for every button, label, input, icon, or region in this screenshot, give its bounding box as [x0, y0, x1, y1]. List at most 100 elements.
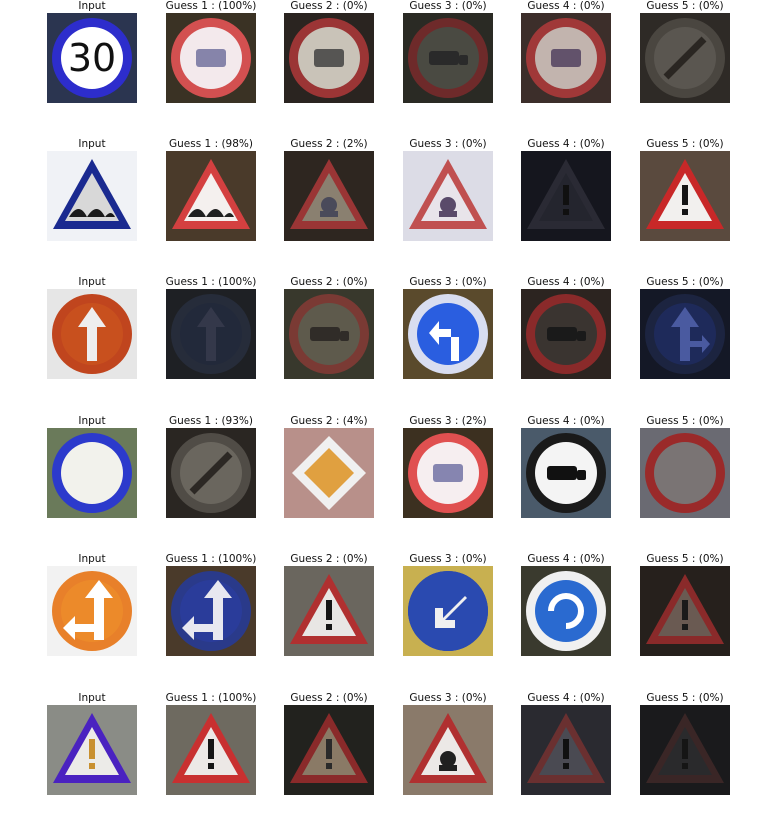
sign-image	[521, 705, 611, 795]
bumpy-road-sign-icon	[166, 151, 256, 241]
sign-image	[166, 566, 256, 656]
speed-limit-sign-icon	[403, 428, 493, 518]
cell-title: Guess 1 : (93%)	[169, 415, 253, 427]
sign-image	[640, 151, 730, 241]
vehicle-cab	[577, 331, 586, 341]
arrow-left-glyph	[63, 616, 94, 640]
turn-left-ahead-sign-icon	[403, 289, 493, 379]
general-caution-sign-icon	[640, 566, 730, 656]
bumps-glyph	[188, 209, 234, 217]
sign-image	[166, 13, 256, 103]
exclamation-dot	[682, 763, 688, 769]
arrow-right-glyph	[690, 335, 710, 353]
speed-limit-sign-icon	[521, 13, 611, 103]
speed-limit-sign-icon	[284, 13, 374, 103]
pictogram-glyph	[440, 197, 456, 213]
cell-title: Input	[78, 276, 106, 288]
sign-image	[521, 428, 611, 518]
sign-image	[640, 289, 730, 379]
exclamation-dot	[563, 763, 569, 769]
vehicle-glyph	[547, 327, 577, 341]
cell-title: Guess 3 : (0%)	[409, 276, 487, 288]
general-caution-sign-icon	[284, 705, 374, 795]
cell-title: Input	[78, 138, 106, 150]
no-overtaking-sign-icon	[284, 289, 374, 379]
sign-image	[47, 705, 137, 795]
sign-image	[47, 289, 137, 379]
exclamation-bar	[682, 739, 688, 759]
pedestrians-sign-icon	[403, 705, 493, 795]
pictogram-base	[320, 211, 338, 217]
keep-left-sign-icon	[403, 566, 493, 656]
arrow-up-glyph	[197, 307, 225, 361]
cell-title: Guess 3 : (0%)	[409, 0, 487, 12]
exclamation-bar	[326, 600, 332, 620]
cell-title: Guess 1 : (100%)	[165, 553, 257, 565]
sign-image	[166, 705, 256, 795]
sign-image	[521, 151, 611, 241]
exclamation-bar	[682, 600, 688, 620]
sign-image	[284, 13, 374, 103]
vehicle-cab	[340, 331, 349, 341]
sign-image	[284, 289, 374, 379]
diamond-face	[304, 448, 354, 498]
warning-sign-icon	[521, 705, 611, 795]
pictogram-base	[439, 211, 457, 217]
vehicle-glyph	[547, 466, 577, 480]
diagonal-stripe	[189, 451, 233, 495]
cell-title: Guess 2 : (4%)	[290, 415, 368, 427]
cell-title: Guess 4 : (0%)	[527, 138, 605, 150]
general-caution-sign-icon	[166, 705, 256, 795]
sign-image: 30	[47, 13, 137, 103]
roundabout-sign-icon	[521, 566, 611, 656]
arrow-up-glyph	[671, 307, 699, 361]
sign-image	[284, 428, 374, 518]
exclamation-dot	[208, 763, 214, 769]
cell-title: Guess 5 : (0%)	[646, 138, 724, 150]
vehicle-glyph	[429, 51, 459, 65]
sign-number-blur	[433, 464, 463, 482]
pictogram-glyph	[440, 751, 456, 767]
exclamation-bar	[208, 739, 214, 759]
ahead-only-sign-icon	[47, 289, 137, 379]
sign-face	[408, 571, 488, 651]
cell-title: Input	[78, 415, 106, 427]
exclamation-dot	[326, 763, 332, 769]
sign-number-blur	[196, 49, 226, 67]
arrow-left-glyph	[182, 616, 213, 640]
sign-number: 30	[68, 36, 116, 80]
sign-image	[284, 151, 374, 241]
cell-title: Guess 3 : (0%)	[409, 138, 487, 150]
general-caution-sign-icon	[640, 705, 730, 795]
sign-number-blur	[314, 49, 344, 67]
cell-title: Guess 5 : (0%)	[646, 415, 724, 427]
vehicle-cab	[459, 55, 468, 65]
arrow-up-glyph	[78, 307, 106, 361]
sign-image	[47, 566, 137, 656]
sign-face	[654, 442, 716, 504]
cell-title: Guess 2 : (0%)	[290, 0, 368, 12]
sign-image	[166, 151, 256, 241]
exclamation-bar	[563, 185, 569, 205]
cell-title: Guess 5 : (0%)	[646, 0, 724, 12]
exclamation-dot	[682, 209, 688, 215]
arrow-down-left-glyph	[435, 596, 467, 628]
exclamation-bar	[563, 739, 569, 759]
roundabout-arrow	[548, 593, 584, 629]
exclamation-bar	[326, 739, 332, 759]
road-work-sign-icon	[403, 151, 493, 241]
go-straight-or-right-sign-icon	[640, 289, 730, 379]
sign-image	[403, 566, 493, 656]
no-vehicles-sign-icon	[47, 428, 137, 518]
vehicle-cab	[577, 470, 586, 480]
sign-image	[521, 566, 611, 656]
go-straight-or-left-sign-icon	[166, 566, 256, 656]
end-of-restriction-sign-icon	[166, 428, 256, 518]
sign-image	[403, 13, 493, 103]
speed-limit-sign-icon	[166, 13, 256, 103]
cell-title: Guess 5 : (0%)	[646, 692, 724, 704]
pictogram-base	[439, 765, 457, 771]
vehicle-glyph	[310, 327, 340, 341]
no-overtaking-sign-icon	[403, 13, 493, 103]
